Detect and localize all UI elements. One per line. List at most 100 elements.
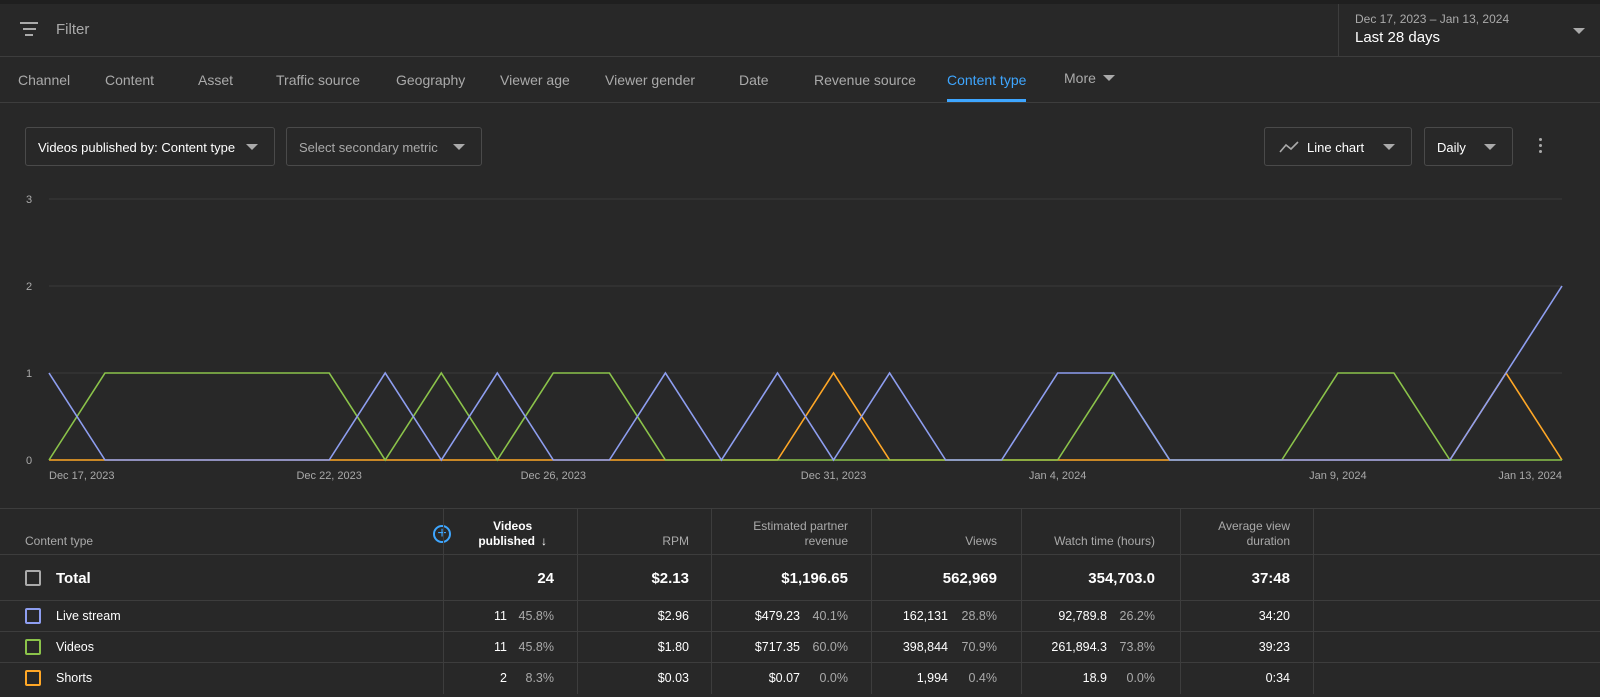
tab-more[interactable]: More	[1064, 70, 1115, 86]
row-watch-time: 92,789.8	[1058, 609, 1107, 623]
add-metric-icon[interactable]: +	[433, 525, 451, 543]
videos-checkbox[interactable]	[25, 639, 41, 655]
secondary-metric-select[interactable]: Select secondary metric	[286, 127, 482, 166]
chevron-down-icon	[1573, 28, 1585, 34]
header-revenue[interactable]: Estimated partner revenue	[711, 509, 871, 554]
header-views[interactable]: Views	[871, 509, 1021, 554]
x-tick-label: Jan 9, 2024	[1309, 470, 1367, 482]
total-watch-time: 354,703.0	[1088, 570, 1155, 587]
header-watch-time[interactable]: Watch time (hours)	[1021, 509, 1180, 554]
row-label: Shorts	[56, 671, 93, 685]
chevron-down-icon	[246, 144, 258, 150]
row-rpm: $0.03	[657, 671, 689, 685]
tab-asset[interactable]: Asset	[198, 72, 234, 88]
x-tick-label: Dec 17, 2023	[49, 470, 114, 482]
primary-metric-select[interactable]: Videos published by: Content type	[25, 127, 275, 166]
table-row: Videos 11 45.8% $1.80 $717.35 60.0% 398,84…	[0, 632, 1600, 663]
row-watch-pct: 26.2%	[1119, 609, 1155, 623]
y-tick-label: 3	[26, 194, 32, 206]
tab-geography[interactable]: Geography	[396, 72, 466, 88]
row-videos-pct: 45.8%	[518, 609, 554, 623]
x-tick-label: Jan 13, 2024	[1498, 470, 1562, 482]
row-views: 398,844	[902, 640, 948, 654]
row-watch-pct: 0.0%	[1126, 671, 1156, 685]
filter-input[interactable]: Filter	[56, 21, 90, 38]
chart-type-select[interactable]: Line chart	[1264, 127, 1412, 166]
row-avd: 0:34	[1265, 671, 1290, 685]
row-videos: 11	[494, 609, 507, 623]
shorts-checkbox[interactable]	[25, 670, 41, 686]
header-videos-published[interactable]: Videos published ↓	[443, 509, 577, 554]
row-revenue: $479.23	[754, 609, 800, 623]
row-avd: 39:23	[1258, 640, 1290, 654]
line-chart: 0 1 2 3 Dec 17, 2023 Dec 22, 2023 Dec 26, 2023…	[26, 194, 1563, 482]
row-revenue-pct: 0.0%	[819, 671, 849, 685]
top-strip	[0, 0, 1600, 4]
tab-more-label: More	[1064, 70, 1096, 86]
row-revenue: $717.35	[754, 640, 800, 654]
table-total-row: Total 24 $2.13 $1,196.65 562,969 354,703…	[0, 555, 1600, 601]
tab-date[interactable]: Date	[739, 72, 769, 88]
more-options-icon[interactable]	[1536, 138, 1544, 156]
header-content-type: Content type	[25, 534, 94, 548]
tab-viewer-gender[interactable]: Viewer gender	[605, 72, 696, 88]
row-rpm: $2.96	[657, 609, 689, 623]
tab-revenue-source[interactable]: Revenue source	[814, 72, 916, 88]
interval-label: Daily	[1437, 140, 1466, 155]
content-type-table: Content type + Videos published ↓ RPM Esti…	[0, 508, 1600, 697]
total-avd: 37:48	[1251, 570, 1290, 587]
y-tick-label: 0	[26, 455, 32, 467]
tab-content-type[interactable]: Content type	[947, 72, 1027, 88]
header-rpm[interactable]: RPM	[577, 509, 711, 554]
live-stream-checkbox[interactable]	[25, 608, 41, 624]
chevron-down-icon	[1383, 144, 1395, 150]
header-revenue-line2: revenue	[804, 534, 848, 548]
total-label: Total	[56, 570, 91, 587]
x-tick-label: Jan 4, 2024	[1029, 470, 1087, 482]
table-header-row: Content type + Videos published ↓ RPM Esti…	[0, 509, 1600, 555]
y-tick-label: 2	[26, 281, 32, 293]
tab-channel[interactable]: Channel	[18, 72, 71, 88]
header-views-label: Views	[965, 534, 997, 548]
row-watch-time: 261,894.3	[1051, 640, 1107, 654]
row-videos-pct: 45.8%	[518, 640, 554, 654]
total-rpm: $2.13	[651, 570, 689, 587]
header-avd[interactable]: Average view duration	[1180, 509, 1314, 554]
date-range-label: Last 28 days	[1355, 29, 1441, 46]
secondary-metric-label: Select secondary metric	[299, 140, 438, 155]
date-range-picker[interactable]: Dec 17, 2023 – Jan 13, 2024 Last 28 days	[1338, 4, 1600, 57]
header-videos-line1: Videos	[493, 519, 533, 533]
total-checkbox[interactable]	[25, 570, 41, 586]
chart-type-label: Line chart	[1307, 140, 1365, 155]
series-line-live-stream	[48, 285, 1563, 462]
row-views-pct: 0.4%	[968, 671, 998, 685]
row-watch-pct: 73.8%	[1119, 640, 1155, 654]
series-line-videos	[48, 371, 1562, 462]
tab-traffic-source[interactable]: Traffic source	[276, 72, 361, 88]
tab-content[interactable]: Content	[105, 72, 155, 88]
row-views: 1,994	[916, 671, 948, 685]
total-videos: 24	[537, 570, 554, 587]
y-tick-label: 1	[26, 368, 32, 380]
interval-select[interactable]: Daily	[1424, 127, 1513, 166]
filter-bar: Filter Dec 17, 2023 – Jan 13, 2024 Last …	[0, 4, 1600, 57]
header-revenue-line1: Estimated partner	[753, 519, 848, 533]
tab-viewer-age[interactable]: Viewer age	[500, 72, 570, 88]
dimension-tabs: Channel Content Asset Traffic source Geo…	[0, 57, 1600, 103]
row-views-pct: 70.9%	[961, 640, 997, 654]
filter-icon[interactable]	[18, 22, 40, 40]
date-range-text: Dec 17, 2023 – Jan 13, 2024	[1355, 12, 1510, 26]
primary-metric-label: Videos published by: Content type	[38, 140, 236, 155]
row-revenue-pct: 60.0%	[812, 640, 848, 654]
row-revenue: $0.07	[768, 671, 800, 685]
row-views: 162,131	[902, 609, 948, 623]
chevron-down-icon	[1102, 75, 1115, 81]
row-avd: 34:20	[1258, 609, 1290, 623]
x-tick-label: Dec 31, 2023	[801, 470, 866, 482]
x-tick-label: Dec 26, 2023	[521, 470, 586, 482]
row-videos-pct: 8.3%	[525, 671, 555, 685]
chevron-down-icon	[453, 144, 465, 150]
row-label: Live stream	[56, 609, 121, 623]
header-watch-time-label: Watch time (hours)	[1054, 534, 1155, 548]
chevron-down-icon	[1484, 144, 1496, 150]
